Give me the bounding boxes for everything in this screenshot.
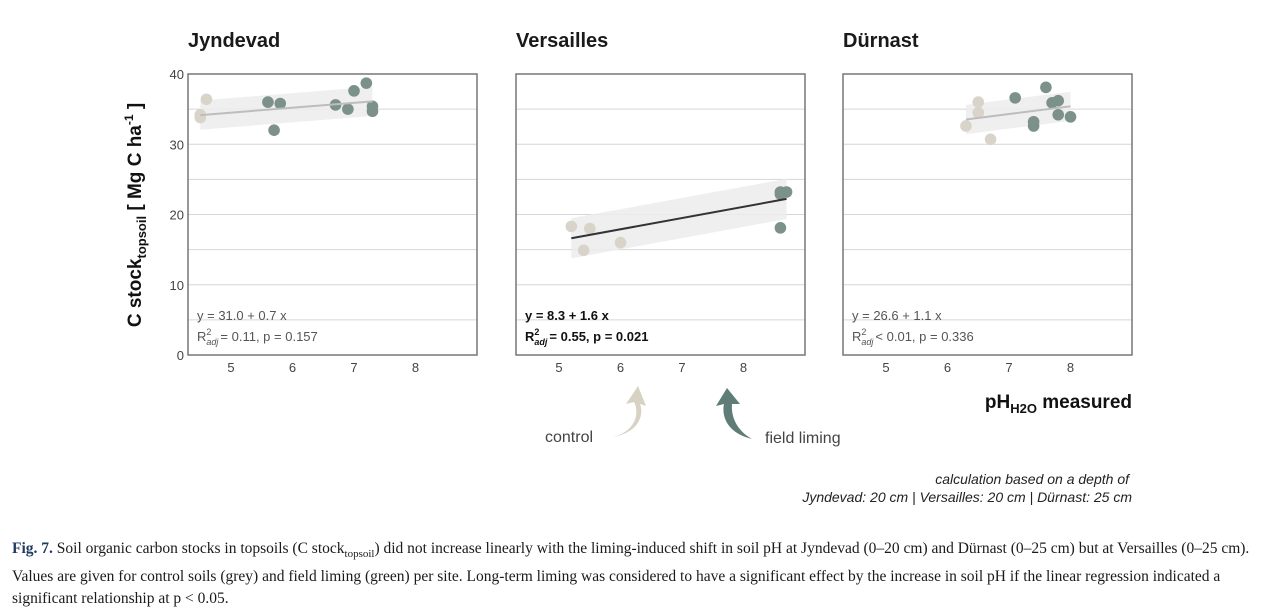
y-axis-label: C stocktopsoil [ Mg C ha-1 ] xyxy=(122,103,149,327)
chart0-liming-point xyxy=(360,77,373,89)
chart2-control-point xyxy=(972,96,985,108)
chart2-x-tick-label: 6 xyxy=(944,360,951,375)
chart0-y-tick-label: 10 xyxy=(170,278,184,293)
chart1-regression-line xyxy=(571,197,787,240)
chart0-control-point xyxy=(200,93,213,106)
chart1-control-point xyxy=(614,236,627,249)
x-axis-label: pHH2O measured xyxy=(985,392,1132,416)
chart1-r2-sub: adj xyxy=(534,337,548,347)
chart2-liming-point xyxy=(1052,94,1065,107)
chart1-r2-sup: 2 xyxy=(534,327,539,337)
chart2-control-point xyxy=(984,133,997,146)
chart0-y-tick-label: 40 xyxy=(170,67,184,82)
chart0-r2-stat: R2 adj = 0.11, p = 0.157 xyxy=(197,327,318,347)
chart2-control-point xyxy=(972,106,985,119)
chart2-r2-sub: adj xyxy=(861,337,874,347)
chart2-liming-point xyxy=(1040,81,1052,94)
chart0-liming-point xyxy=(366,105,379,118)
figure-caption: Fig. 7. Soil organic carbon stocks in to… xyxy=(12,538,1257,611)
chart0-x-tick-label: 8 xyxy=(412,360,419,375)
caption-label: Fig. 7. xyxy=(12,540,53,557)
chart0-liming-point xyxy=(274,97,287,110)
chart0-r2-sup: 2 xyxy=(206,327,211,337)
chart0-r2-sub: adj xyxy=(206,337,219,347)
chart0-y-tick-label: 20 xyxy=(170,208,184,223)
chart1-r2-value: = 0.55, p = 0.021 xyxy=(549,329,648,344)
chart1-r2-stat: R2 adj = 0.55, p = 0.021 xyxy=(525,327,648,347)
chart1-control-point xyxy=(577,244,590,257)
chart0-equation: y = 31.0 + 0.7 x xyxy=(197,308,287,323)
chart0-y-tick-label: 0 xyxy=(177,348,184,363)
chart2-r2-stat: R2 adj < 0.01, p = 0.336 xyxy=(852,327,974,347)
chart0-title: Jyndevad xyxy=(188,30,280,52)
chart0-regression-line xyxy=(200,100,373,117)
chart1-x-tick-label: 5 xyxy=(555,360,562,375)
chart0-liming-point xyxy=(262,96,274,108)
chart1-frame xyxy=(515,73,806,356)
chart1-r2-symbol: R xyxy=(525,329,535,344)
chart0-liming-point xyxy=(268,124,280,136)
chart2-liming-point xyxy=(1009,92,1021,104)
chart1-x-tick-label: 6 xyxy=(617,360,624,375)
panel-versailles: Versailles 5 6 7 8 y = 8.3 + 1.6 x R2 adj = 0.55… xyxy=(515,30,806,375)
chart2-liming-point xyxy=(1052,108,1065,121)
chart0-liming-point xyxy=(342,103,354,115)
chart0-r2-symbol: R xyxy=(197,329,206,344)
field-liming-arrow-icon xyxy=(716,388,752,439)
chart0-x-tick-label: 5 xyxy=(227,360,234,375)
chart1-x-tick-label: 8 xyxy=(740,360,747,375)
chart1-x-tick-label: 7 xyxy=(678,360,685,375)
chart2-x-tick-label: 5 xyxy=(882,360,889,375)
depth-note-line2: Jyndevad: 20 cm | Versailles: 20 cm | Dü… xyxy=(801,489,1132,505)
chart1-liming-point xyxy=(774,188,787,200)
chart2-title: Dürnast xyxy=(843,30,919,52)
chart0-x-tick-label: 6 xyxy=(289,360,296,375)
chart2-x-tick-label: 8 xyxy=(1067,360,1074,375)
chart1-control-point xyxy=(583,222,596,235)
chart2-liming-point xyxy=(1027,120,1040,132)
caption-text-b: ) did not increase linearly with the lim… xyxy=(12,540,1250,608)
chart0-liming-point xyxy=(348,85,360,97)
chart2-control-point xyxy=(960,120,972,132)
chart2-r2-value: < 0.01, p = 0.336 xyxy=(875,329,973,344)
chart0-control-point xyxy=(194,111,207,124)
chart0-y-tick-label: 30 xyxy=(170,137,184,152)
chart0-r2-value: = 0.11, p = 0.157 xyxy=(220,329,317,344)
caption-subscript: topsoil xyxy=(344,548,375,561)
chart2-r2-symbol: R xyxy=(852,329,861,344)
control-arrow xyxy=(613,386,646,437)
chart0-frame xyxy=(187,73,478,356)
chart1-title: Versailles xyxy=(516,30,608,52)
field-liming-arrow-label: field liming xyxy=(765,430,841,447)
chart2-x-tick-label: 7 xyxy=(1005,360,1012,375)
control-arrow-label: control xyxy=(545,429,593,446)
liming-arrow xyxy=(716,388,752,439)
chart1-equation: y = 8.3 + 1.6 x xyxy=(525,308,610,323)
chart2-equation: y = 26.6 + 1.1 x xyxy=(852,308,942,323)
figure-canvas: C stocktopsoil [ Mg C ha-1 ] Jyndevad 5 6 7… xyxy=(122,30,1133,505)
chart1-liming-point xyxy=(774,222,787,234)
chart2-frame xyxy=(842,73,1133,356)
depth-note-line1: calculation based on a depth of xyxy=(935,471,1131,487)
chart1-control-point xyxy=(565,220,578,233)
chart2-r2-sup: 2 xyxy=(861,327,866,337)
chart0-x-tick-label: 7 xyxy=(350,360,357,375)
chart2-liming-point xyxy=(1064,111,1077,123)
panel-durnast: Dürnast 5 6 7 8 y = 26.6 + 1.1 x R2 adj < 0.01, … xyxy=(842,30,1133,375)
control-arrow-icon xyxy=(613,386,646,437)
panel-jyndevad: Jyndevad 5 6 7 8 0 10 20 30 40 y = 31.0 + 0.7 x R2 a… xyxy=(170,30,478,375)
caption-text-a: Soil organic carbon stocks in topsoils (… xyxy=(52,540,345,557)
chart2-regression-line xyxy=(965,105,1071,121)
